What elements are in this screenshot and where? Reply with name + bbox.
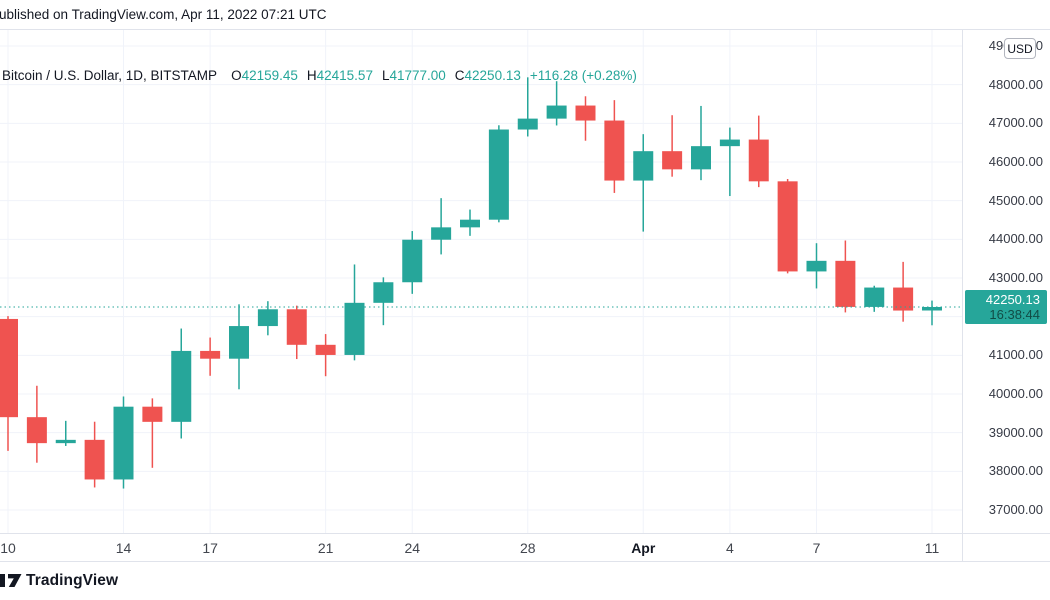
time-axis-label: 11 [924,540,940,556]
time-axis[interactable]: 10 14 17 21 24 28 Apr 4 7 11 [0,533,1050,562]
price-axis-label: 39000.00 [988,424,1043,440]
candle-body [488,129,509,220]
publish-banner: ublished on TradingView.com, Apr 11, 202… [0,0,1050,30]
last-price-badge: 42250.13 16:38:44 [965,289,1047,324]
candle-body [864,287,885,307]
time-axis-label: 14 [115,540,132,556]
candle-body [431,227,452,240]
price-axis-label: 45000.00 [988,192,1043,208]
candle-body [777,181,798,272]
footer: TradingView [0,562,1050,600]
ohlc-high: H42415.57 [306,68,373,83]
candlestick-chart[interactable]: Bitcoin / U.S. Dollar, 1D, BITSTAMP O421… [0,30,962,533]
ohlc-open: O42159.45 [231,68,298,83]
candle-body [575,105,596,121]
candle-body [229,326,249,359]
candle-body [286,309,307,345]
chart-legend: Bitcoin / U.S. Dollar, 1D, BITSTAMP O421… [2,68,637,83]
time-axis-label: 28 [519,540,536,556]
time-axis-label: 10 [0,540,16,556]
chart-canvas[interactable] [0,30,962,533]
candle-body [806,260,827,272]
time-axis-label: 21 [317,540,334,556]
price-axis-label: 41000.00 [988,347,1043,363]
tradingview-brand-link[interactable]: TradingView [26,572,119,589]
candle-body [315,344,336,355]
time-axis-label: 7 [812,540,821,556]
time-axis-label: 24 [404,540,421,556]
candle-body [835,260,856,307]
bar-countdown: 16:38:44 [989,306,1040,322]
candle-body [691,146,711,170]
price-axis-label: 40000.00 [988,386,1043,401]
price-axis-label: 48000.00 [988,76,1043,92]
ohlc-close: C42250.13 [454,68,521,83]
price-change: +116.28 (+0.28%) [529,68,637,83]
candle-body [922,306,942,311]
candle-body [604,120,625,181]
candle-body [344,302,365,355]
axis-corner-divider [962,534,963,562]
price-axis-label: 44000.00 [988,231,1043,247]
candle-body [748,139,769,182]
price-axis-label: 37000.00 [988,502,1043,517]
candle-body [257,309,278,327]
candle-body [142,406,163,422]
candle-body [55,439,76,444]
time-axis-label: Apr [631,540,656,556]
last-price-value: 42250.13 [985,291,1040,307]
candle-body [373,282,394,303]
candle-body [517,118,538,130]
candle-body [893,287,914,311]
publish-banner-text: ublished on TradingView.com, Apr 11, 202… [0,7,327,22]
candle-body [0,318,18,418]
price-axis-label: 47000.00 [988,115,1043,131]
price-axis-label: 43000.00 [988,270,1043,285]
price-axis[interactable]: 49000.0048000.0047000.0046000.0045000.00… [962,30,1050,561]
time-axis-label: 17 [202,540,218,556]
price-axis-label: 38000.00 [988,463,1043,479]
currency-usd-button[interactable]: USD [1004,38,1036,59]
candle-body [719,139,740,147]
candle-body [460,219,480,228]
price-axis-label: 46000.00 [988,154,1043,169]
candle-body [26,417,47,444]
time-axis-label: 4 [725,540,734,556]
candle-body [200,350,221,359]
ohlc-low: L41777.00 [381,68,446,83]
candle-body [113,406,134,480]
candle-body [633,151,654,181]
candle-body [84,439,105,480]
symbol-title: Bitcoin / U.S. Dollar, 1D, BITSTAMP [2,68,218,83]
tradingview-logo-icon[interactable] [0,573,22,589]
candle-body [662,151,683,170]
candle-body [171,350,192,422]
candle-body [402,239,423,283]
candle-body [546,105,567,119]
